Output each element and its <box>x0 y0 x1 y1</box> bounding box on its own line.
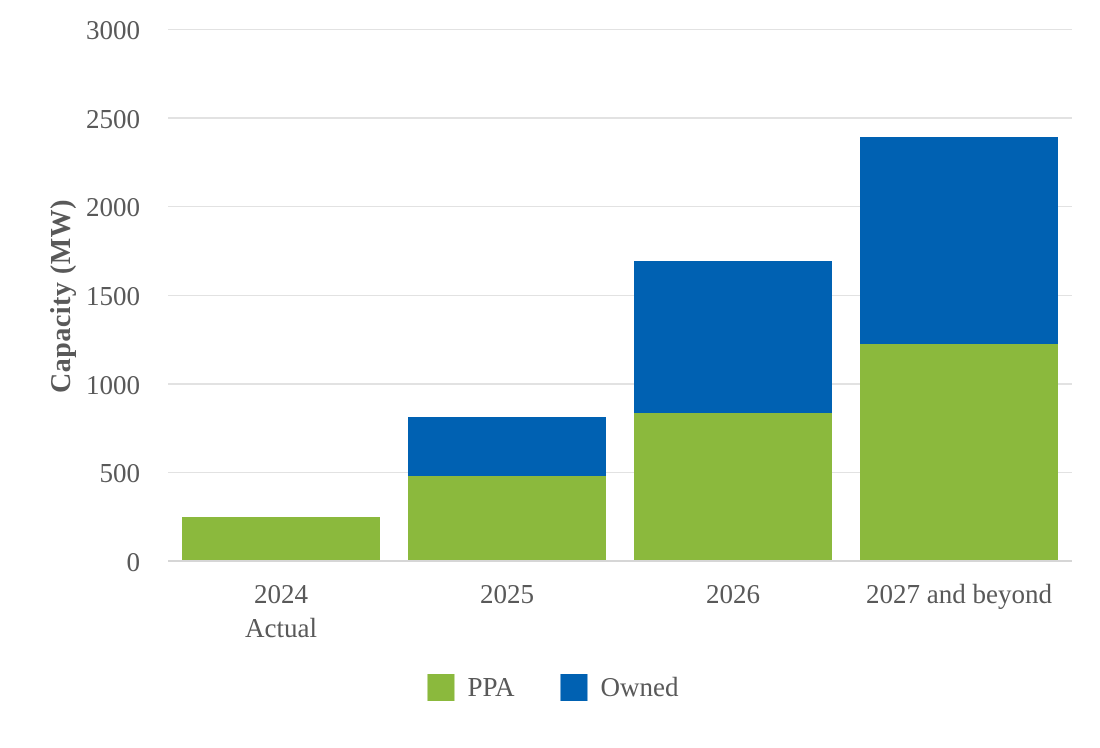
bar-stack-2027-and-beyond <box>860 137 1058 560</box>
gridline-3000 <box>168 28 1072 30</box>
legend-swatch-owned <box>560 674 588 701</box>
bar-segment-owned <box>408 417 606 476</box>
y-tick-label-2500: 2500 <box>86 103 140 134</box>
y-tick-label-500: 500 <box>99 458 141 489</box>
x-axis-label-2027-and-beyond: 2027 and beyond <box>846 577 1072 611</box>
bar-stack-2025 <box>408 417 606 560</box>
gridline-2500 <box>168 117 1072 119</box>
gridline-2000 <box>168 205 1072 208</box>
gridline-1000 <box>168 383 1072 385</box>
y-tick-label-1000: 1000 <box>86 369 140 400</box>
legend-swatch-ppa <box>427 674 455 701</box>
plot-area <box>168 28 1072 562</box>
bar-segment-owned <box>860 137 1058 344</box>
x-axis-label-line: Actual <box>245 613 317 643</box>
legend-label-owned: Owned <box>600 672 679 702</box>
legend-label-ppa: PPA <box>467 672 515 702</box>
y-tick-label-0: 0 <box>126 547 141 577</box>
legend-item-owned: Owned <box>560 672 679 702</box>
legend: PPA Owned <box>427 672 679 702</box>
x-axis-label-2025: 2025 <box>394 577 620 611</box>
y-tick-label-2000: 2000 <box>86 192 140 223</box>
x-axis-label-line: 2027 and beyond <box>866 579 1052 609</box>
x-axis-label-2026: 2026 <box>620 577 846 611</box>
bar-stack-2026 <box>634 261 832 560</box>
bar-segment-ppa <box>182 516 380 560</box>
x-axis-label-2024-actual: 2024 Actual <box>168 577 394 645</box>
y-axis-labels: 0 500 1000 1500 2000 2500 3000 <box>0 0 140 748</box>
bar-segment-owned <box>634 261 832 413</box>
y-tick-label-1500: 1500 <box>86 281 140 311</box>
x-axis-label-line: 2026 <box>706 579 760 609</box>
bar-segment-ppa <box>634 412 832 560</box>
bar-segment-ppa <box>860 343 1058 560</box>
y-tick-label-3000: 3000 <box>86 15 140 45</box>
x-axis-label-line: 2025 <box>480 579 534 609</box>
bar-stack-2024-actual <box>182 516 380 560</box>
x-axis-line <box>168 559 1072 562</box>
x-axis-label-line: 2024 <box>254 579 308 609</box>
legend-item-ppa: PPA <box>427 672 515 702</box>
gridline-1500 <box>168 294 1072 296</box>
gridline-500 <box>168 471 1072 474</box>
bar-segment-ppa <box>408 475 606 560</box>
